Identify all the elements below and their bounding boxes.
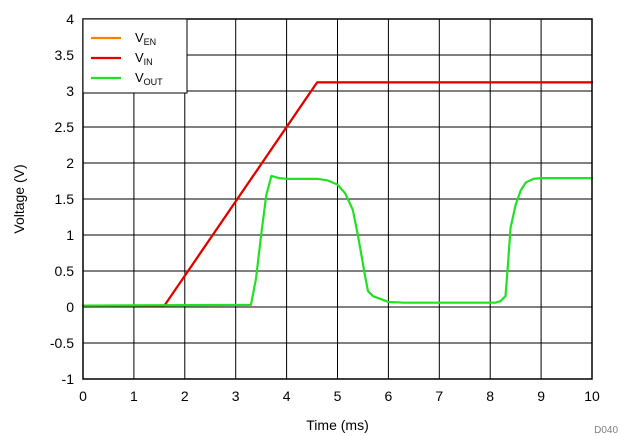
x-tick-label: 7	[435, 388, 443, 404]
x-tick-label: 2	[181, 388, 189, 404]
legend-subscript: EN	[144, 37, 157, 47]
y-tick-labels: -1 -0.5 0 0.5 1 1.5 2 2.5 3 3.5 4	[50, 11, 74, 387]
y-tick-label: -1	[62, 371, 75, 387]
x-tick-label: 3	[232, 388, 240, 404]
y-tick-label: 0.5	[55, 263, 75, 279]
y-tick-label: 2	[66, 155, 74, 171]
x-tick-labels: 0 1 2 3 4 5 6 7 8 9 10	[79, 388, 600, 404]
x-tick-label: 1	[130, 388, 138, 404]
y-tick-label: -0.5	[50, 335, 74, 351]
y-tick-label: 4	[66, 11, 74, 27]
x-tick-label: 8	[486, 388, 494, 404]
legend-subscript: IN	[144, 57, 153, 67]
x-tick-label: 4	[283, 388, 291, 404]
x-tick-label: 6	[385, 388, 393, 404]
legend-box	[82, 18, 188, 94]
x-tick-label: 10	[584, 388, 600, 404]
y-tick-label: 1	[66, 227, 74, 243]
figure-code: D040	[594, 425, 618, 436]
y-tick-label: 0	[66, 299, 74, 315]
x-tick-label: 9	[537, 388, 545, 404]
y-tick-label: 1.5	[55, 191, 75, 207]
series-layer	[81, 81, 594, 307]
series-line-out	[81, 174, 594, 307]
y-tick-label: 3	[66, 83, 74, 99]
x-tick-label: 0	[79, 388, 87, 404]
y-axis-label: Voltage (V)	[11, 164, 27, 233]
x-axis-label: Time (ms)	[306, 417, 368, 433]
legend-subscript: OUT	[144, 77, 164, 87]
y-tick-label: 3.5	[55, 47, 75, 63]
y-tick-label: 2.5	[55, 119, 75, 135]
plot-border	[82, 18, 593, 380]
x-tick-label: 5	[334, 388, 342, 404]
